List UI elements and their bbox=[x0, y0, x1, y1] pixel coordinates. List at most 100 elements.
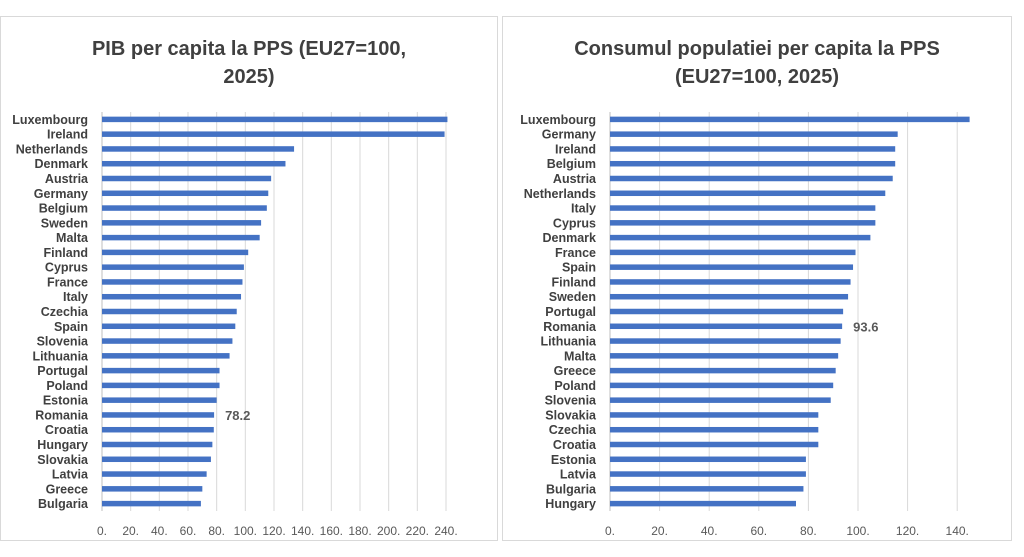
tick-label: 220. bbox=[406, 524, 429, 538]
category-label: Bulgaria bbox=[38, 497, 89, 511]
bar bbox=[102, 190, 269, 197]
bar bbox=[102, 338, 233, 344]
bar bbox=[102, 293, 242, 300]
category-label: Croatia bbox=[45, 423, 89, 437]
tick-label: 160. bbox=[320, 524, 343, 538]
bar bbox=[102, 441, 213, 448]
bar bbox=[102, 456, 211, 463]
chart-panel-consumption: Consumul populatiei per capita la PPS (E… bbox=[502, 16, 1012, 541]
category-label: Spain bbox=[562, 261, 596, 275]
category-label: Netherlands bbox=[16, 142, 88, 156]
tick-label: 40. bbox=[701, 524, 718, 538]
bar bbox=[610, 500, 796, 507]
bar bbox=[102, 249, 249, 256]
bar bbox=[610, 146, 896, 152]
category-label: Bulgaria bbox=[546, 482, 597, 496]
tick-label: 0. bbox=[97, 524, 107, 538]
tick-label: 60. bbox=[180, 524, 197, 538]
bar bbox=[610, 397, 831, 403]
category-label: Cyprus bbox=[553, 216, 596, 230]
category-label: Portugal bbox=[545, 305, 596, 319]
bar bbox=[610, 486, 804, 492]
bar bbox=[102, 116, 448, 123]
category-label: Ireland bbox=[47, 128, 88, 142]
category-label: Malta bbox=[56, 231, 89, 245]
bar bbox=[610, 323, 843, 330]
category-label: Czechia bbox=[549, 423, 597, 437]
category-label: Italy bbox=[63, 290, 88, 304]
tick-label: 20. bbox=[122, 524, 139, 538]
bar bbox=[102, 367, 220, 374]
bar bbox=[610, 249, 856, 256]
category-label: Czechia bbox=[41, 305, 89, 319]
chart-plot-consumption: LuxembourgGermanyIrelandBelgiumAustriaNe… bbox=[520, 112, 970, 538]
bar bbox=[610, 190, 886, 197]
bar bbox=[102, 471, 207, 477]
bar bbox=[610, 160, 896, 167]
bar bbox=[610, 456, 806, 463]
category-label: Portugal bbox=[37, 364, 88, 378]
category-label: Sweden bbox=[549, 290, 596, 304]
category-label: Finland bbox=[552, 275, 596, 289]
bar bbox=[102, 412, 215, 418]
bar bbox=[610, 293, 849, 300]
tick-label: 240. bbox=[434, 524, 457, 538]
tick-label: 20. bbox=[651, 524, 668, 538]
category-label: Estonia bbox=[43, 394, 89, 408]
chart-title-consumption: Consumul populatiei per capita la PPS (E… bbox=[574, 38, 940, 88]
tick-label: 140. bbox=[291, 524, 314, 538]
bar bbox=[102, 382, 220, 389]
data-label: 93.6 bbox=[853, 319, 878, 334]
bar bbox=[610, 367, 836, 374]
category-label: Austria bbox=[553, 172, 597, 186]
category-label: Spain bbox=[54, 320, 88, 334]
category-label: Poland bbox=[46, 379, 88, 393]
tick-label: 120. bbox=[896, 524, 919, 538]
bar bbox=[610, 220, 876, 226]
category-label: Slovenia bbox=[37, 335, 89, 349]
bar bbox=[102, 426, 214, 433]
category-label: Belgium bbox=[547, 157, 596, 171]
category-label: Germany bbox=[34, 187, 88, 201]
category-label: Croatia bbox=[553, 438, 597, 452]
category-label: Denmark bbox=[35, 157, 89, 171]
category-label: Romania bbox=[543, 320, 597, 334]
tick-label: 80. bbox=[800, 524, 817, 538]
bar bbox=[102, 353, 230, 359]
category-label: Cyprus bbox=[45, 261, 88, 275]
category-label: France bbox=[555, 246, 596, 260]
category-label: Slovakia bbox=[37, 453, 89, 467]
category-label: Luxembourg bbox=[520, 113, 596, 127]
bar bbox=[102, 323, 236, 330]
bar bbox=[610, 131, 898, 137]
tick-label: 120. bbox=[262, 524, 285, 538]
category-label: Latvia bbox=[560, 468, 597, 482]
tick-label: 60. bbox=[750, 524, 767, 538]
category-label: Latvia bbox=[52, 468, 89, 482]
category-label: Slovakia bbox=[545, 408, 597, 422]
category-label: Lithuania bbox=[32, 349, 89, 363]
tick-label: 200. bbox=[377, 524, 400, 538]
bar bbox=[610, 205, 876, 211]
bar bbox=[102, 146, 295, 152]
bar bbox=[610, 116, 970, 123]
category-label: Ireland bbox=[555, 142, 596, 156]
tick-label: 100. bbox=[234, 524, 257, 538]
category-label: Lithuania bbox=[540, 335, 597, 349]
tick-label: 40. bbox=[151, 524, 168, 538]
tick-label: 140. bbox=[946, 524, 969, 538]
bar bbox=[610, 382, 834, 389]
bar bbox=[610, 175, 893, 182]
bar bbox=[102, 500, 201, 507]
category-label: Netherlands bbox=[524, 187, 596, 201]
chart-title-gdp: PIB per capita la PPS (EU27=100, 2025) bbox=[91, 38, 407, 88]
bar bbox=[102, 160, 286, 167]
bar bbox=[610, 338, 841, 344]
bar bbox=[610, 279, 851, 285]
bar bbox=[610, 412, 819, 418]
data-label: 78.2 bbox=[225, 408, 250, 423]
category-label: Hungary bbox=[545, 497, 596, 511]
category-label: Italy bbox=[571, 202, 596, 216]
bar bbox=[610, 471, 806, 477]
tick-label: 80. bbox=[208, 524, 225, 538]
